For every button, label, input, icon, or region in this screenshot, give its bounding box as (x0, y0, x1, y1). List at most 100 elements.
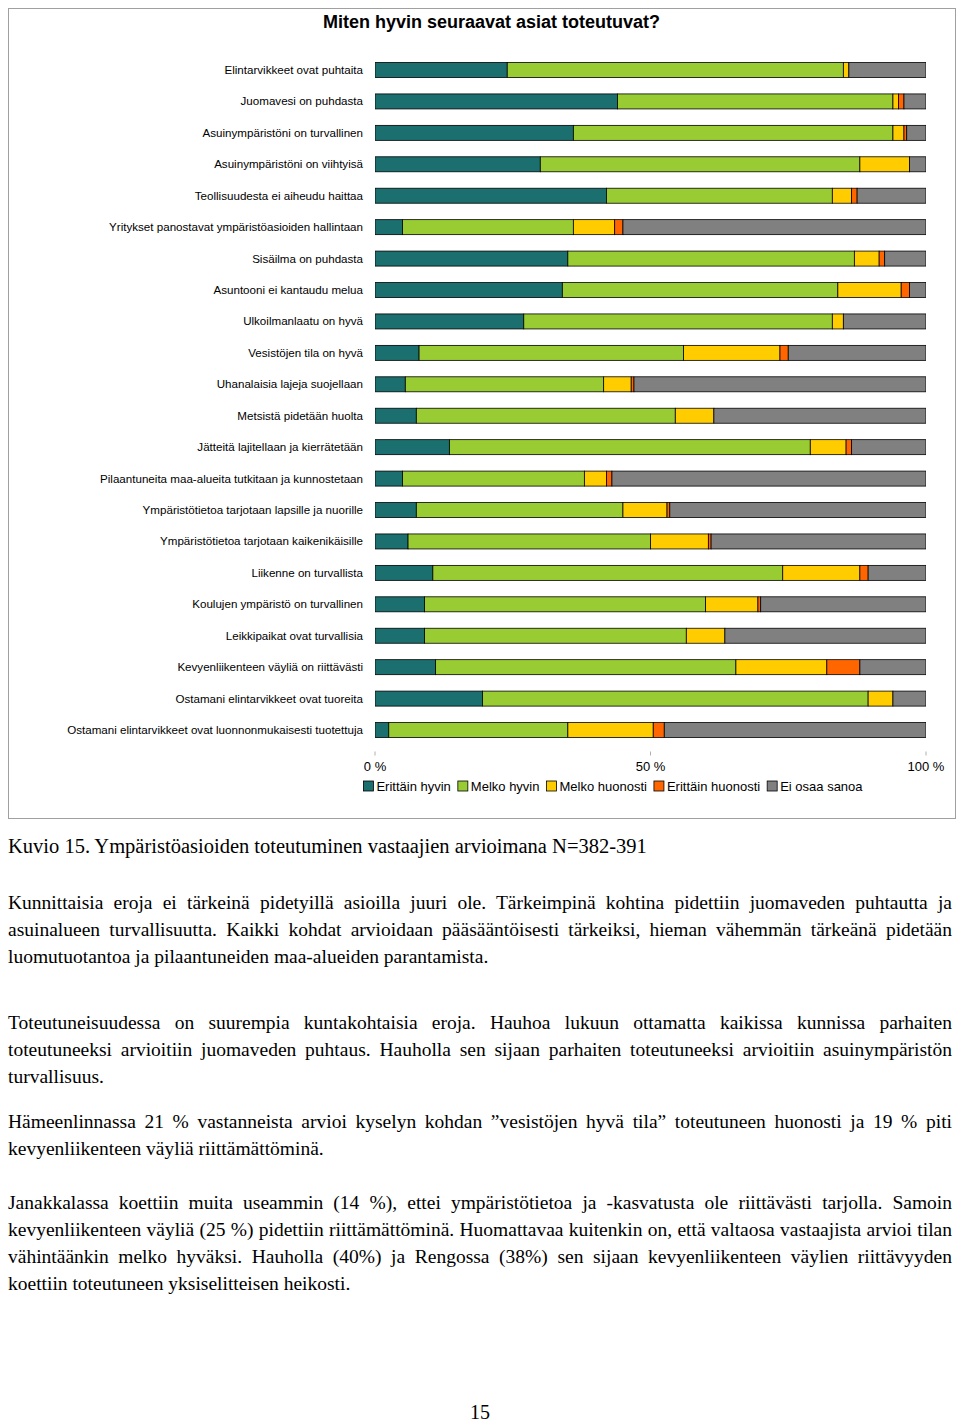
bar-segment (868, 691, 893, 706)
bar-segment (758, 597, 761, 612)
category-label: Juomavesi on puhdasta (241, 94, 364, 107)
bar-segment (375, 345, 419, 360)
bar-segment (832, 314, 843, 329)
bar-segment (708, 534, 711, 549)
legend-swatch (767, 781, 777, 791)
bar-segment (375, 283, 562, 298)
bar-segment (846, 440, 852, 455)
bar-segment (375, 94, 617, 109)
bar-segment (879, 251, 885, 266)
chart-frame (9, 9, 956, 819)
bar-segment (893, 94, 899, 109)
bar-segment (706, 597, 758, 612)
bar-segment (425, 597, 706, 612)
bar-segment (783, 565, 860, 580)
category-label: Ympäristötietoa tarjotaan kaikenikäisill… (160, 534, 363, 547)
bar-segment (507, 63, 843, 78)
category-label: Kevyenliikenteen väyliä on riittävästi (177, 660, 363, 673)
bar-segment (375, 314, 524, 329)
bar-segment (606, 188, 832, 203)
bar-segment (436, 660, 736, 675)
category-label: Ostamani elintarvikkeet ovat luonnonmuka… (67, 723, 363, 736)
bar-segment (623, 220, 926, 235)
legend-label: Erittäin hyvin (376, 779, 450, 794)
bar-segment (375, 565, 433, 580)
bar-segment (909, 157, 926, 172)
bar-segment (634, 377, 926, 392)
bar-segment (375, 408, 416, 423)
bar-segment (860, 565, 868, 580)
bar-segment (375, 691, 482, 706)
bar-segment (568, 251, 855, 266)
legend-label: Erittäin huonosti (667, 779, 760, 794)
bar-segment (375, 440, 449, 455)
page-number: 15 (8, 1401, 952, 1424)
bar-segment (827, 660, 860, 675)
bar-segment (449, 440, 810, 455)
legend-label: Ei osaa sanoa (780, 779, 863, 794)
bar-segment (425, 628, 687, 643)
paragraph: Kunnittaisia eroja ei tärkeinä pidetyill… (8, 889, 952, 970)
legend-swatch (458, 781, 468, 791)
bar-segment (405, 377, 603, 392)
bar-segment (615, 220, 623, 235)
category-label: Jätteitä lajitellaan ja kierrätetään (197, 440, 363, 453)
bar-segment (375, 377, 405, 392)
bar-segment (408, 534, 650, 549)
bar-segment (375, 125, 573, 140)
bar-segment (375, 471, 403, 486)
bar-segment (849, 63, 926, 78)
bar-segment (832, 188, 851, 203)
bar-segment (419, 345, 683, 360)
bar-segment (584, 471, 606, 486)
bar-segment (573, 125, 893, 140)
bar-segment (852, 188, 858, 203)
legend-swatch (546, 781, 556, 791)
legend-swatch (363, 781, 373, 791)
bar-segment (667, 503, 670, 518)
bar-segment (651, 534, 709, 549)
chart-title: Miten hyvin seuraavat asiat toteutuvat? (323, 12, 660, 32)
category-label: Sisäilma on puhdasta (252, 252, 363, 265)
bar-segment (898, 94, 904, 109)
bar-segment (860, 157, 910, 172)
x-tick-label: 100 % (908, 759, 945, 774)
bar-segment (375, 534, 408, 549)
x-tick-label: 50 % (636, 759, 666, 774)
legend-label: Melko hyvin (471, 779, 540, 794)
bar-segment (617, 94, 893, 109)
bar-segment (675, 408, 714, 423)
bar-segment (854, 251, 879, 266)
bar-segment (482, 691, 868, 706)
category-label: Liikenne on turvallista (252, 566, 364, 579)
bar-segment (562, 283, 838, 298)
bar-segment (860, 660, 926, 675)
x-tick-label: 0 % (364, 759, 387, 774)
bar-segment (375, 597, 425, 612)
bar-segment (623, 503, 667, 518)
legend: Erittäin hyvinMelko hyvinMelko huonostiE… (363, 779, 863, 794)
bar-segment (901, 283, 909, 298)
category-label: Elintarvikkeet ovat puhtaita (224, 63, 363, 76)
bar-segment (653, 723, 664, 738)
bar-segment (375, 188, 606, 203)
bar-segment (761, 597, 926, 612)
bar-segment (375, 157, 540, 172)
bar-segment (843, 63, 849, 78)
bar-segment (736, 660, 827, 675)
bar-segment (416, 408, 675, 423)
bar-segment (852, 440, 926, 455)
bar-segment (403, 471, 585, 486)
x-tick (375, 752, 376, 756)
bar-segment (375, 503, 416, 518)
bar-segment (904, 125, 907, 140)
bar-segment (568, 723, 653, 738)
bar-segment (725, 628, 926, 643)
category-label: Yritykset panostavat ympäristöasioiden h… (109, 220, 363, 233)
bar-segment (375, 251, 568, 266)
paragraph: Janakkalassa koettiin muita useammin (14… (8, 1189, 952, 1297)
paragraph-block: Kunnittaisia eroja ei tärkeinä pidetyill… (8, 889, 952, 970)
bar-segment (389, 723, 568, 738)
paragraph-block: Toteutuneisuudessa on suurempia kuntakoh… (8, 1009, 952, 1090)
category-label: Pilaantuneita maa-alueita tutkitaan ja k… (100, 472, 363, 485)
